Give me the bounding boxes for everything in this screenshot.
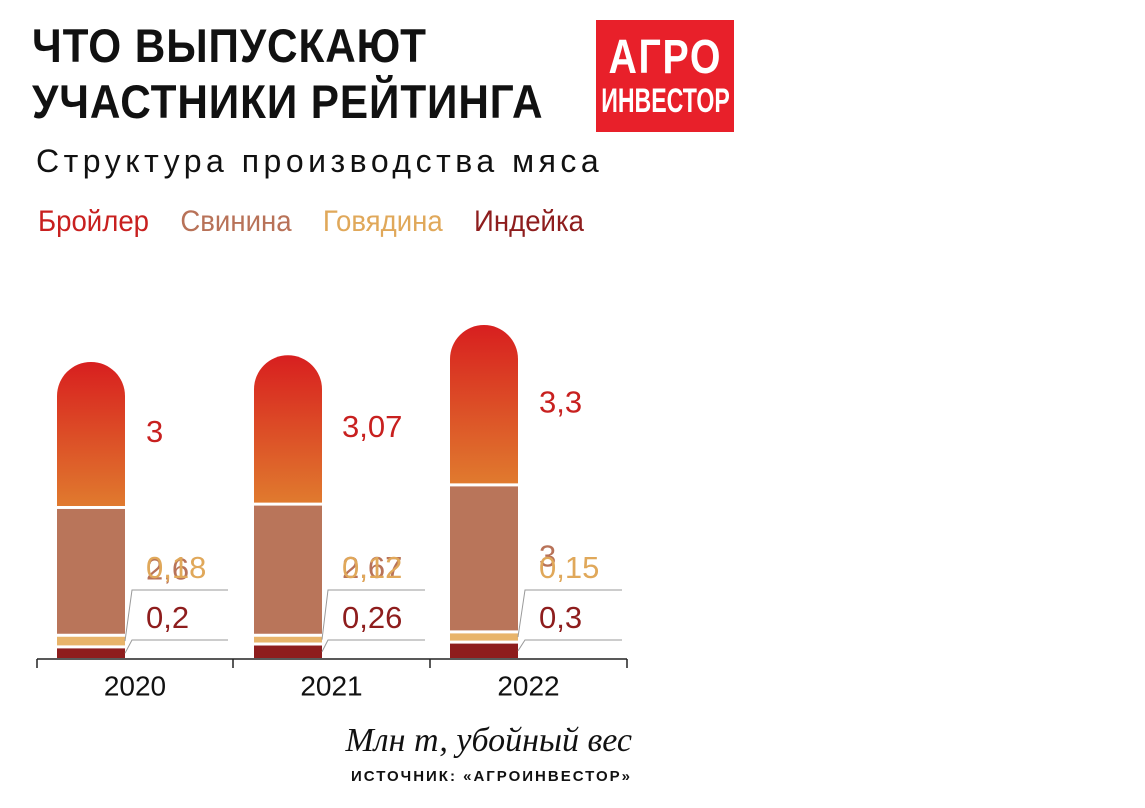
leader-line-turkey xyxy=(321,639,425,652)
data-label-turkey: 0,3 xyxy=(539,600,582,635)
data-label-broiler: 3 xyxy=(146,414,163,449)
legend-item-beef: Говядина xyxy=(322,205,443,238)
data-label-turkey: 0,26 xyxy=(342,600,402,635)
bar-segment-pork xyxy=(450,486,518,631)
title-line-2: УЧАСТНИКИ РЕЙТИНГА xyxy=(32,75,544,128)
stacked-bar-chart: 32,60,180,220203,072,670,120,2620213,330… xyxy=(36,325,628,701)
source-note: ИСТОЧНИК: «АГРОИНВЕСТОР» xyxy=(350,768,632,785)
unit-note: Млн т, убойный вес xyxy=(345,722,632,759)
leader-line-turkey xyxy=(124,639,228,654)
legend-item-broiler: Бройлер xyxy=(38,205,150,238)
bar-segment-pork xyxy=(57,508,125,634)
bar-segment-broiler xyxy=(254,355,322,503)
chart-title: ЧТО ВЫПУСКАЮТ УЧАСТНИКИ РЕЙТИНГА xyxy=(32,18,543,130)
agroinvestor-logo: АГРО ИНВЕСТОР xyxy=(596,20,734,132)
legend: Бройлер Свинина Говядина Индейка xyxy=(38,205,584,239)
title-line-1: ЧТО ВЫПУСКАЮТ xyxy=(32,19,427,72)
data-label-beef: 0,12 xyxy=(342,550,402,585)
data-label-pork: 3 xyxy=(539,539,556,574)
data-label-broiler: 3,07 xyxy=(342,409,402,444)
legend-item-pork: Свинина xyxy=(180,205,292,238)
leader-line-beef xyxy=(124,589,228,642)
leader-line-beef xyxy=(517,589,622,638)
data-label-pork: 2,67 xyxy=(342,550,402,585)
data-label-pork: 2,6 xyxy=(146,552,189,587)
data-label-broiler: 3,3 xyxy=(539,384,582,419)
x-tick-label: 2020 xyxy=(104,670,166,701)
x-tick-label: 2022 xyxy=(497,670,559,701)
bar-segment-beef xyxy=(57,636,125,646)
legend-item-turkey: Индейка xyxy=(474,205,585,238)
x-tick-label: 2021 xyxy=(300,670,362,701)
data-label-beef: 0,15 xyxy=(539,550,599,585)
data-label-beef: 0,18 xyxy=(146,550,206,585)
logo-line-1: АГРО xyxy=(608,31,722,84)
bar-segment-beef xyxy=(254,636,322,643)
logo-line-2: ИНВЕСТОР xyxy=(600,82,730,120)
bar-segment-broiler xyxy=(57,361,125,506)
bar-segment-turkey xyxy=(254,645,322,658)
bar-segment-turkey xyxy=(57,648,125,658)
bar-segment-broiler xyxy=(450,325,518,484)
bar-segment-turkey xyxy=(450,643,518,658)
bar-segment-beef xyxy=(450,633,518,641)
bar-segment-pork xyxy=(254,505,322,634)
chart-subtitle: Структура производства мяса xyxy=(36,143,604,179)
leader-line-beef xyxy=(321,589,425,640)
data-label-turkey: 0,2 xyxy=(146,600,189,635)
leader-line-turkey xyxy=(517,639,622,652)
